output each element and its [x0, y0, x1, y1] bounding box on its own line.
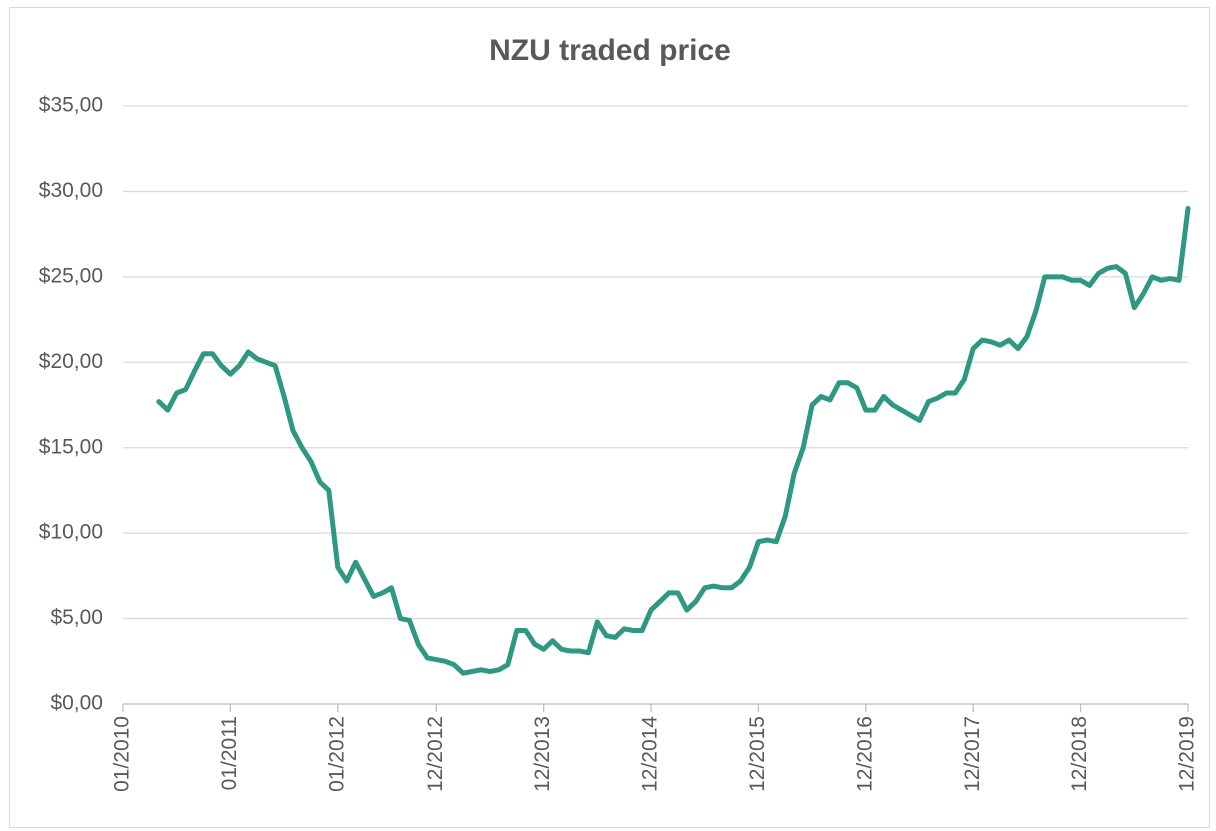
chart-border	[9, 7, 1210, 828]
x-tick-label: 01/2010	[111, 716, 134, 792]
y-tick-label: $10,00	[39, 521, 103, 544]
y-tick-label: $5,00	[50, 606, 103, 629]
price-line	[156, 206, 1191, 676]
x-tick-label: 12/2016	[853, 716, 876, 792]
x-tick-label: 01/2012	[325, 716, 348, 792]
y-tick-label: $25,00	[39, 264, 103, 287]
y-tick-label: $20,00	[39, 350, 103, 373]
x-tick-label: 01/2011	[218, 716, 241, 790]
x-tick-label: 12/2017	[961, 716, 984, 792]
x-tick-label: 12/2019	[1176, 716, 1199, 792]
chart-title: NZU traded price	[489, 34, 731, 67]
y-tick-label: $15,00	[39, 435, 103, 458]
x-tick-label: 12/2015	[746, 716, 769, 792]
x-tick-label: 12/2012	[424, 716, 447, 792]
x-tick-label: 12/2013	[531, 716, 554, 792]
y-tick-label: $35,00	[39, 94, 103, 117]
x-tick-label: 12/2014	[639, 716, 662, 792]
x-tick-label: 12/2018	[1068, 716, 1091, 792]
y-tick-label: $0,00	[50, 692, 103, 715]
y-tick-label: $30,00	[39, 179, 103, 202]
